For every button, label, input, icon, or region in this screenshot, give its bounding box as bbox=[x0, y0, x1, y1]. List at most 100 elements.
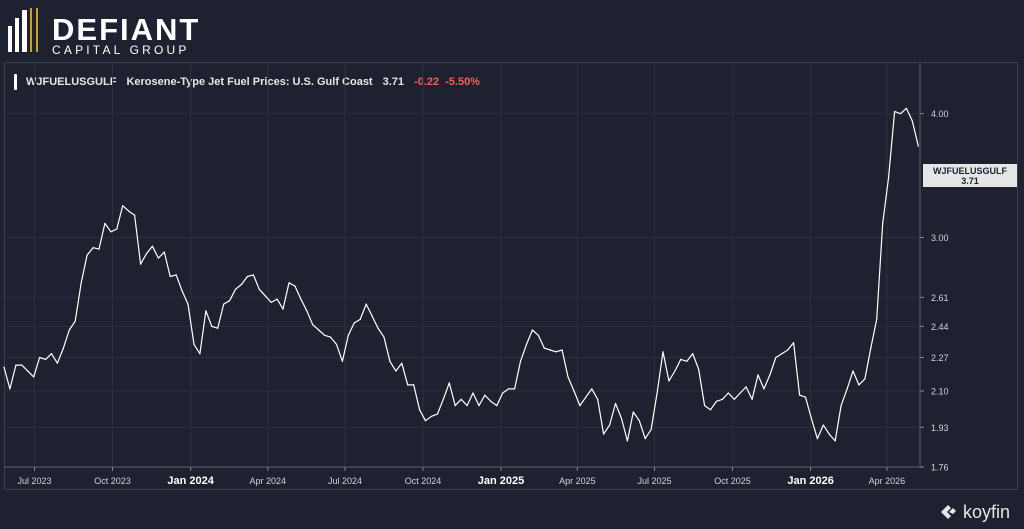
data-point bbox=[116, 228, 118, 230]
data-point bbox=[294, 285, 296, 287]
data-point bbox=[9, 388, 11, 390]
data-point bbox=[365, 303, 367, 305]
data-point bbox=[377, 327, 379, 329]
x-tick-label: Apr 2024 bbox=[250, 476, 287, 486]
y-tick-label: 2.27 bbox=[931, 353, 949, 363]
data-point bbox=[276, 298, 278, 300]
data-point bbox=[359, 318, 361, 320]
brand-subtitle: CAPITAL GROUP bbox=[52, 43, 190, 57]
data-point bbox=[525, 343, 528, 345]
data-point bbox=[335, 343, 338, 345]
legend-last-value: 3.71 bbox=[382, 76, 405, 88]
data-point bbox=[662, 351, 664, 353]
brand-logo: DEFIANT CAPITAL GROUP bbox=[6, 6, 206, 58]
data-point bbox=[751, 398, 753, 400]
data-point bbox=[318, 329, 320, 331]
chart-frame bbox=[4, 62, 1018, 490]
data-point bbox=[454, 405, 456, 407]
data-point bbox=[484, 394, 486, 396]
data-point bbox=[614, 402, 617, 405]
data-point bbox=[888, 176, 890, 178]
data-point bbox=[597, 398, 599, 400]
data-point bbox=[490, 400, 492, 402]
data-point bbox=[905, 107, 908, 109]
data-point bbox=[74, 320, 76, 322]
data-point bbox=[632, 411, 634, 413]
x-tick-label: Oct 2023 bbox=[94, 476, 131, 486]
data-point bbox=[733, 398, 735, 400]
data-point bbox=[62, 347, 64, 349]
data-point bbox=[193, 343, 195, 345]
y-tick-label: 1.76 bbox=[931, 463, 949, 473]
data-point bbox=[15, 364, 17, 366]
legend-swatch bbox=[14, 74, 17, 90]
legend-description: Kerosene-Type Jet Fuel Prices: U.S. Gulf… bbox=[126, 76, 373, 88]
x-tick-label: Apr 2025 bbox=[559, 476, 596, 486]
data-point bbox=[537, 334, 539, 336]
data-point bbox=[894, 110, 896, 113]
data-point bbox=[472, 392, 474, 394]
data-point bbox=[240, 283, 243, 285]
data-point bbox=[300, 298, 302, 300]
price-tag-box bbox=[923, 164, 1017, 187]
x-tick-label: Oct 2025 bbox=[714, 476, 751, 486]
data-point bbox=[579, 405, 581, 407]
y-tick-label: 2.61 bbox=[931, 293, 949, 303]
data-point bbox=[822, 424, 824, 426]
data-point bbox=[911, 120, 914, 122]
data-point bbox=[353, 322, 355, 324]
data-point bbox=[383, 336, 385, 338]
legend-change-pct: -5.50% bbox=[445, 76, 480, 88]
data-point bbox=[769, 374, 771, 376]
series bbox=[3, 107, 919, 442]
data-point bbox=[50, 353, 53, 355]
data-point bbox=[626, 440, 629, 442]
price-tag-ticker: WJFUELUSGULF bbox=[933, 166, 1007, 176]
data-point bbox=[205, 310, 207, 312]
data-point bbox=[217, 327, 219, 329]
data-point bbox=[347, 334, 349, 336]
data-point bbox=[698, 368, 700, 370]
data-point bbox=[882, 222, 884, 224]
koyfin-text: koyfin bbox=[962, 501, 1010, 522]
data-point bbox=[508, 388, 510, 390]
data-point bbox=[264, 295, 266, 297]
data-point bbox=[419, 409, 421, 411]
data-point bbox=[496, 405, 498, 407]
data-point bbox=[466, 405, 468, 407]
data-point bbox=[56, 362, 59, 364]
data-point bbox=[252, 274, 254, 276]
legend-ticker: WJFUELUSGULF bbox=[26, 76, 117, 88]
data-point bbox=[899, 113, 902, 115]
data-point bbox=[39, 356, 41, 359]
x-tick-label: Apr 2026 bbox=[869, 476, 906, 486]
y-axis: 1.76 1.93 2.10 2.27 2.44 2.61 3.00 4.00 bbox=[919, 63, 949, 473]
data-point bbox=[80, 282, 82, 284]
data-point bbox=[793, 342, 795, 344]
data-point bbox=[86, 254, 88, 256]
data-point bbox=[585, 396, 587, 398]
data-point bbox=[828, 433, 830, 435]
data-point bbox=[727, 392, 729, 394]
data-point bbox=[33, 376, 35, 378]
data-point bbox=[163, 251, 165, 253]
brand-name: DEFIANT bbox=[52, 12, 201, 47]
data-point bbox=[620, 417, 623, 420]
y-tick-label: 2.44 bbox=[931, 322, 949, 332]
data-point bbox=[650, 429, 652, 431]
y-tick-label: 2.10 bbox=[931, 386, 949, 396]
chart-legend[interactable]: WJFUELUSGULF Kerosene-Type Jet Fuel Pric… bbox=[14, 72, 480, 92]
data-point bbox=[134, 214, 136, 216]
data-point bbox=[591, 388, 593, 390]
data-point bbox=[704, 405, 706, 407]
data-point bbox=[312, 324, 314, 326]
data-point bbox=[870, 347, 872, 349]
x-tick-label: Jul 2023 bbox=[18, 476, 52, 486]
data-point bbox=[229, 300, 231, 302]
data-point bbox=[816, 438, 819, 440]
data-point bbox=[45, 358, 47, 360]
data-point bbox=[519, 360, 522, 362]
data-point bbox=[561, 349, 563, 351]
koyfin-logo[interactable]: koyfin bbox=[938, 501, 1010, 523]
